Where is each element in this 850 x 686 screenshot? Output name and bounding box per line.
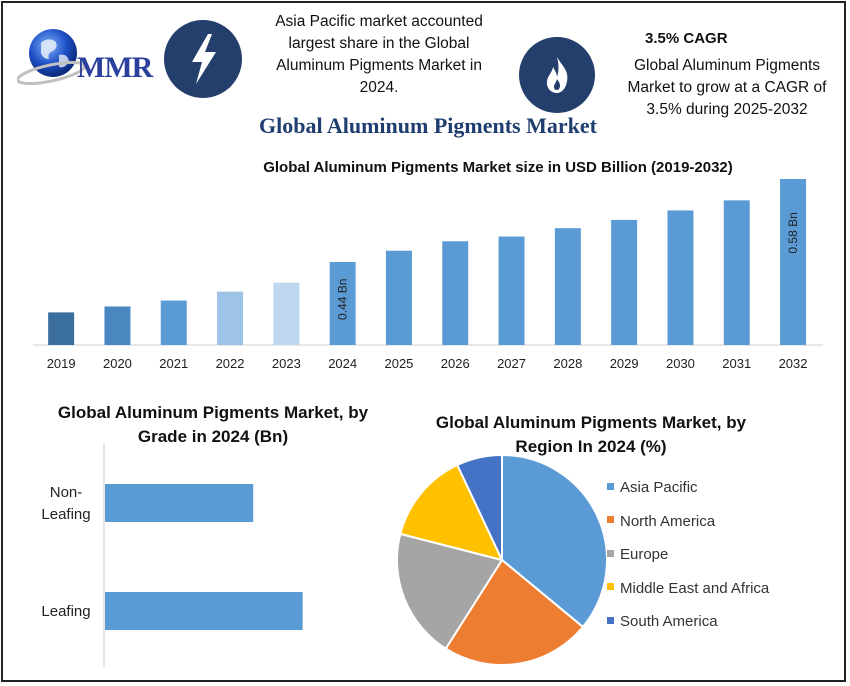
bar-data-label: 0.58 Bn	[786, 212, 800, 253]
bar-2028	[554, 228, 581, 345]
legend-label: Asia Pacific	[620, 479, 698, 496]
x-tick-label: 2019	[47, 356, 76, 371]
cagr-description: Global Aluminum Pigments Market to grow …	[627, 57, 827, 118]
bar-2025	[385, 250, 412, 345]
logo-text: MMR	[77, 51, 153, 84]
bar-2024	[329, 262, 356, 345]
grade-bar-leafing	[105, 592, 303, 630]
legend-label: Europe	[620, 546, 669, 563]
legend-label: South America	[620, 613, 718, 630]
bar-2019	[48, 312, 75, 345]
region-chart-title: Global Aluminum Pigments Market, by Regi…	[435, 413, 747, 456]
lightning-icon	[164, 20, 242, 98]
bar-2022	[217, 291, 244, 345]
legend-item: South America	[607, 613, 718, 630]
bar-chart-title: Global Aluminum Pigments Market size in …	[263, 159, 733, 176]
market-size-bar-chart: 2019 2020 2021 2022 2023 2024 0.44 Bn 2025 2026 2…	[33, 179, 823, 371]
legend-item: Asia Pacific	[607, 479, 698, 496]
bar-2027	[498, 236, 525, 345]
x-tick-label: 2020	[103, 356, 132, 371]
x-tick-label: 2021	[159, 356, 188, 371]
grade-chart-title: Global Aluminum Pigments Market, by Grad…	[57, 403, 369, 446]
x-tick-label: 2025	[384, 356, 413, 371]
grade-category-label: Leafing	[41, 603, 90, 620]
cagr-title: 3.5% CAGR	[645, 30, 728, 47]
region-pie-chart	[396, 453, 608, 666]
grade-bar-non-leafing	[105, 484, 254, 522]
x-tick-label: 2030	[666, 356, 695, 371]
pie-slice-south-america	[455, 453, 503, 561]
legend-item: Middle East and Africa	[607, 580, 769, 597]
legend-item: North America	[607, 513, 715, 530]
legend-swatch	[607, 583, 614, 591]
grade-bar-chart: Non-Leafing Leafing	[41, 443, 303, 667]
bar-2020	[104, 306, 131, 345]
x-tick-label: 2027	[497, 356, 526, 371]
x-tick-label: 2024	[328, 356, 357, 371]
legend-swatch	[607, 482, 614, 490]
region-pie-legend: Asia Pacific North America Europe Middle Ea…	[607, 479, 837, 639]
bar-2026	[442, 241, 469, 345]
x-tick-label: 2022	[216, 356, 245, 371]
legend-label: Middle East and Africa	[620, 579, 770, 597]
pie-slice-europe	[396, 532, 504, 651]
x-tick-label: 2028	[553, 356, 582, 371]
bar-2032	[780, 179, 807, 345]
pie-slice-middle-east-and-africa	[399, 463, 504, 562]
x-tick-label: 2026	[441, 356, 470, 371]
bar-data-label: 0.44 Bn	[336, 279, 350, 320]
flame-icon	[519, 37, 595, 113]
x-tick-label: 2032	[779, 356, 808, 371]
bar-2023	[273, 282, 300, 345]
x-tick-label: 2023	[272, 356, 301, 371]
grade-category-label: Non-Leafing	[41, 484, 90, 523]
x-tick-label: 2029	[610, 356, 639, 371]
bar-2030	[667, 210, 694, 345]
globe-logo-icon	[17, 29, 86, 86]
legend-label: North America	[620, 512, 716, 530]
legend-swatch	[607, 616, 614, 624]
headline-asia-pacific: Asia Pacific market accounted largest sh…	[275, 13, 483, 96]
main-title: Global Aluminum Pigments Market	[259, 113, 597, 138]
legend-item: Europe	[607, 546, 668, 563]
bar-2029	[611, 219, 638, 345]
legend-swatch	[607, 549, 614, 557]
x-tick-label: 2031	[722, 356, 751, 371]
bar-2021	[160, 300, 187, 345]
pie-slice-north-america	[444, 558, 585, 666]
pie-slice-asia-pacific	[501, 453, 608, 629]
bar-2031	[723, 200, 750, 345]
legend-swatch	[607, 516, 614, 524]
